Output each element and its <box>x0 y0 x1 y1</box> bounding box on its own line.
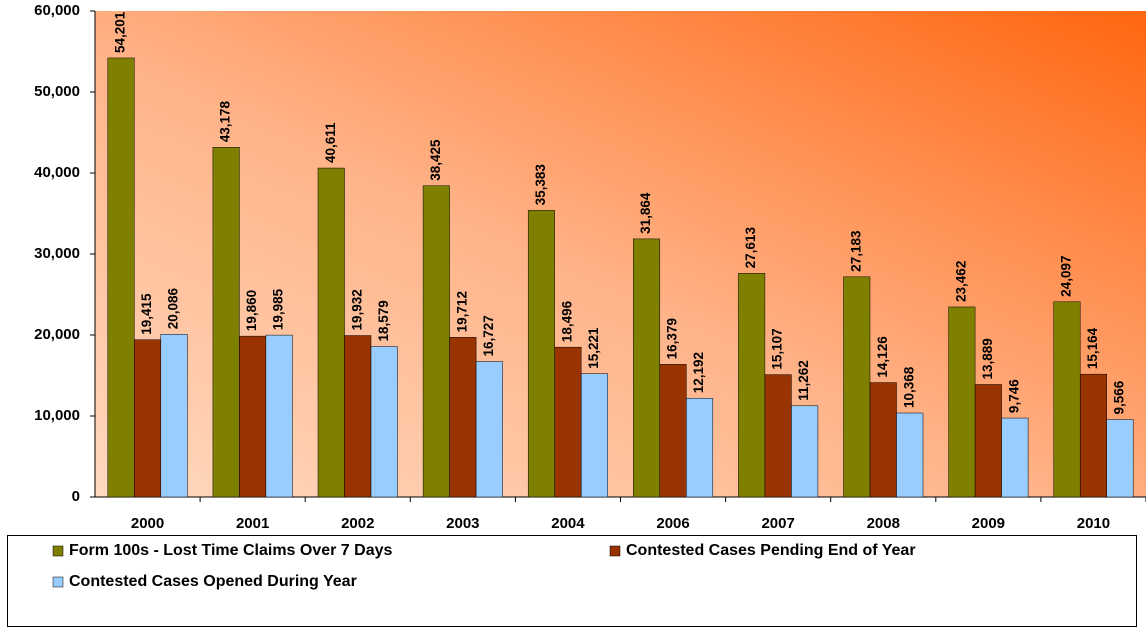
bar <box>948 306 976 498</box>
value-label: 19,860 <box>244 290 259 331</box>
bar <box>659 364 687 498</box>
value-label: 14,126 <box>875 336 890 378</box>
bar <box>686 397 714 498</box>
bar <box>265 334 293 498</box>
value-label: 19,985 <box>271 288 286 330</box>
value-label: 12,192 <box>691 352 706 393</box>
x-tick-label: 2003 <box>446 515 479 532</box>
bar <box>791 405 819 498</box>
bar <box>344 335 372 498</box>
y-tick-label: 40,000 <box>34 164 80 181</box>
bar <box>869 382 897 498</box>
legend-label: Contested Cases Opened During Year <box>69 573 357 590</box>
value-label: 23,462 <box>953 261 968 302</box>
bar <box>1001 417 1029 498</box>
y-tick-label: 10,000 <box>34 407 80 424</box>
y-tick-label: 30,000 <box>34 245 80 262</box>
bar <box>134 339 162 498</box>
value-label: 9,566 <box>1112 380 1127 414</box>
bar <box>843 276 871 498</box>
legend-swatch <box>52 545 64 557</box>
value-label: 40,611 <box>323 122 338 163</box>
x-tick-label: 2002 <box>341 515 374 532</box>
bar <box>422 185 450 498</box>
bar <box>580 373 608 498</box>
value-label: 54,201 <box>113 11 128 53</box>
value-label: 9,746 <box>1006 379 1021 413</box>
bar <box>633 238 661 498</box>
value-label: 19,712 <box>454 291 469 332</box>
bar <box>239 335 267 498</box>
y-tick-label: 0 <box>72 488 80 505</box>
bar <box>527 210 555 498</box>
bar <box>475 361 503 498</box>
value-label: 20,086 <box>166 288 181 330</box>
value-label: 35,383 <box>533 164 548 206</box>
bar <box>160 334 188 498</box>
value-label: 43,178 <box>218 100 233 142</box>
value-label: 10,368 <box>901 366 916 408</box>
value-label: 15,221 <box>586 327 601 369</box>
value-label: 16,727 <box>481 315 496 356</box>
y-tick-label: 50,000 <box>34 83 80 100</box>
value-label: 15,164 <box>1085 327 1100 369</box>
legend-label: Form 100s - Lost Time Claims Over 7 Days <box>69 542 393 559</box>
bar <box>974 384 1002 498</box>
bar <box>212 147 240 498</box>
value-label: 13,889 <box>980 338 995 379</box>
value-label: 27,613 <box>743 227 758 269</box>
bar <box>764 374 792 498</box>
x-tick-label: 2007 <box>761 515 794 532</box>
value-label: 11,262 <box>796 360 811 401</box>
bar <box>896 412 924 498</box>
legend-swatch <box>609 545 621 557</box>
bar <box>370 346 398 498</box>
x-tick-label: 2004 <box>551 515 585 532</box>
value-label: 19,932 <box>349 289 364 330</box>
legend-swatch <box>52 576 64 588</box>
bar <box>554 346 582 498</box>
bar <box>738 273 766 498</box>
y-tick-label: 60,000 <box>34 2 80 19</box>
bar <box>107 57 135 498</box>
value-label: 38,425 <box>428 139 443 181</box>
legend-box <box>7 535 1137 627</box>
x-tick-label: 2009 <box>972 515 1005 532</box>
x-tick-label: 2008 <box>867 515 900 532</box>
value-label: 27,183 <box>848 230 863 272</box>
value-label: 31,864 <box>638 192 653 234</box>
bar <box>317 167 345 498</box>
value-label: 15,107 <box>770 328 785 369</box>
value-label: 16,379 <box>665 318 680 359</box>
bar <box>449 337 477 498</box>
value-label: 19,415 <box>139 293 154 335</box>
x-tick-label: 2006 <box>656 515 689 532</box>
legend-label: Contested Cases Pending End of Year <box>626 542 916 559</box>
value-label: 24,097 <box>1059 256 1074 297</box>
x-tick-label: 2010 <box>1077 515 1110 532</box>
bar <box>1106 419 1134 498</box>
x-tick-label: 2000 <box>131 515 164 532</box>
bar <box>1053 301 1081 498</box>
value-label: 18,496 <box>560 300 575 342</box>
bar <box>1079 373 1107 498</box>
value-label: 18,579 <box>376 300 391 341</box>
y-tick-label: 20,000 <box>34 326 80 343</box>
x-tick-label: 2001 <box>236 515 269 532</box>
